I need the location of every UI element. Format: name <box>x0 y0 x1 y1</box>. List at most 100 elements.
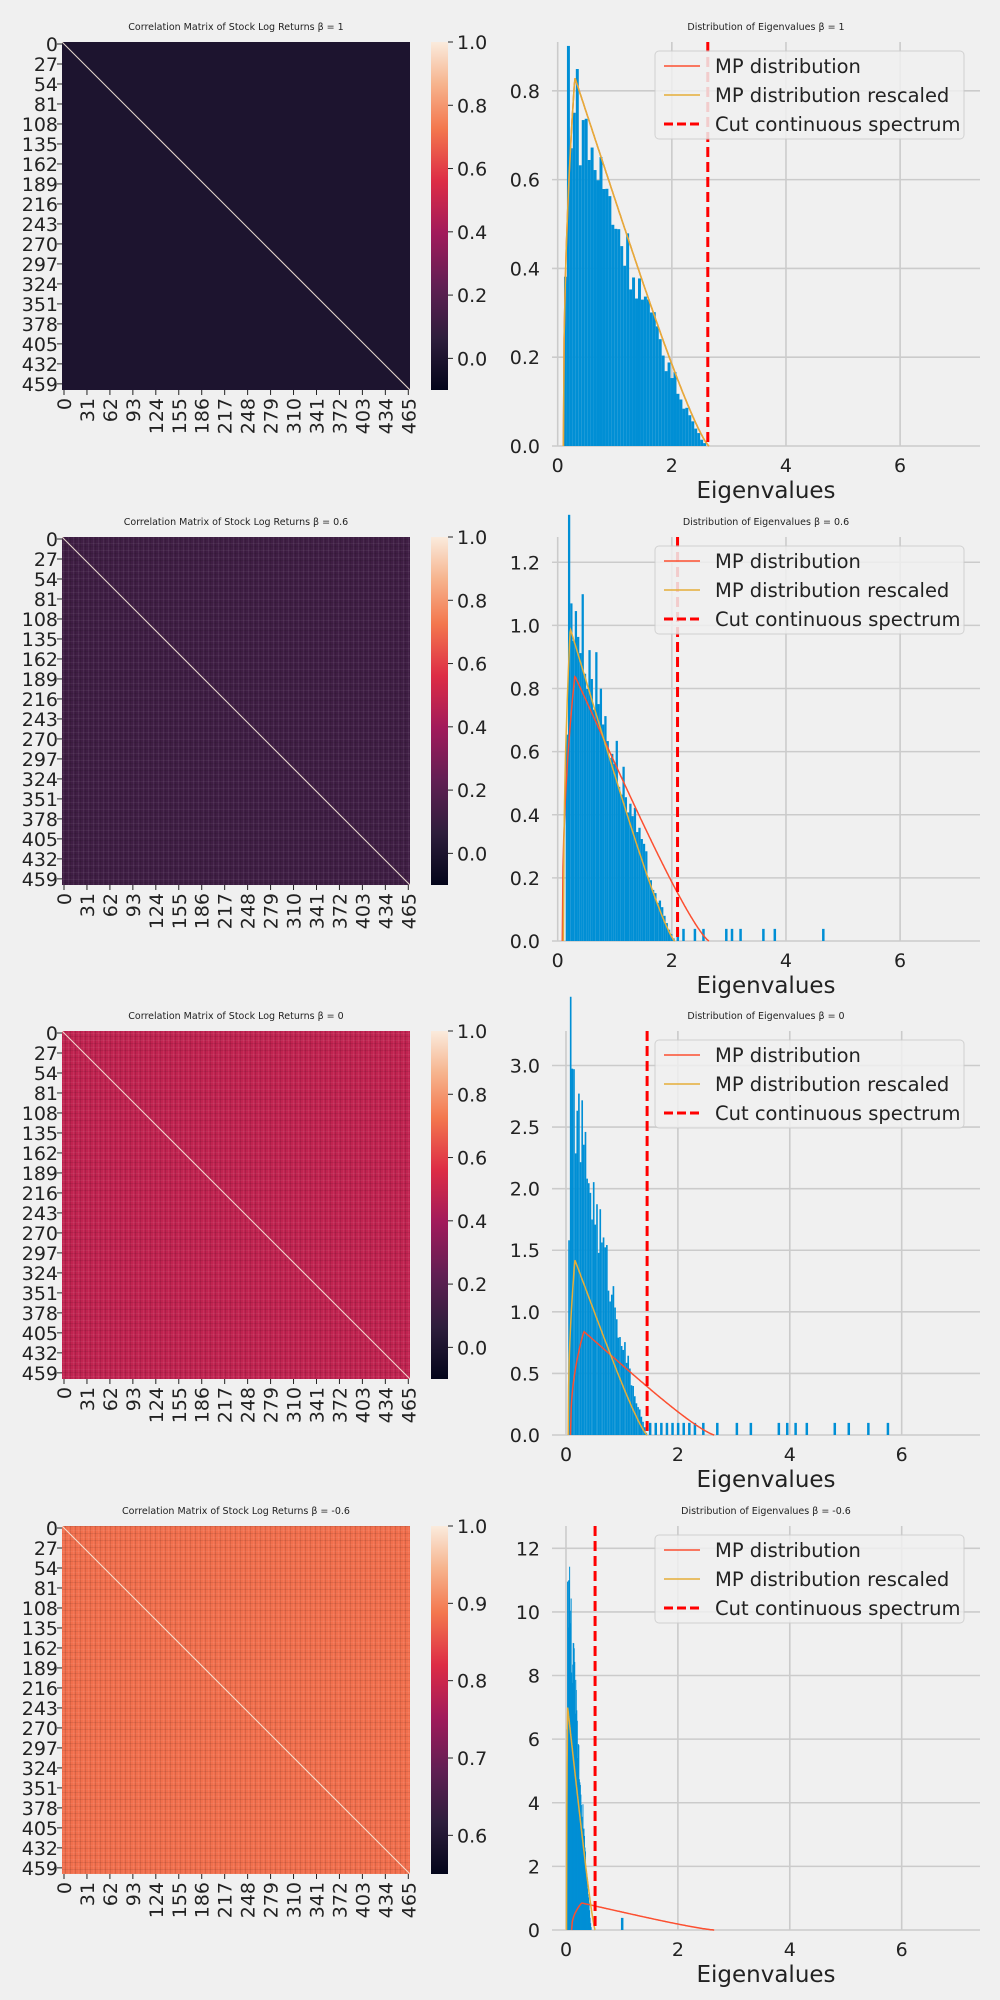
ytick-label: 12 <box>516 1538 540 1560</box>
hist-bar <box>682 408 686 446</box>
heatmap-xtick-label: 279 <box>261 893 283 929</box>
hist-bar <box>577 636 580 941</box>
histogram-title: Distribution of Eigenvalues β = -0.6 <box>681 1506 851 1517</box>
heatmap-ytick-label: 162 <box>22 154 58 176</box>
hist-bar <box>602 724 605 941</box>
hist-bar <box>579 1784 581 1930</box>
hist-bar <box>658 339 662 446</box>
heatmap-xtick-label: 465 <box>398 398 420 434</box>
hist-bar <box>608 196 612 446</box>
hist-bar <box>571 1672 573 1930</box>
heatmap-ytick-label: 0 <box>46 529 58 551</box>
ytick-label: 2.0 <box>510 1179 540 1201</box>
colorbar-tick-label: 0.6 <box>457 159 487 181</box>
heatmap-xtick-label: 341 <box>306 1882 328 1918</box>
heatmap-ytick-label: 216 <box>22 1183 58 1205</box>
hist-bar <box>601 1242 603 1435</box>
hist-bar <box>633 807 637 941</box>
heatmap-xtick-label: 434 <box>375 893 397 929</box>
colorbar-tick-label: 0.6 <box>457 1148 487 1170</box>
hist-bar <box>609 1301 611 1435</box>
hist-outlier-bar <box>762 928 765 941</box>
heatmap-xtick-label: 341 <box>306 398 328 434</box>
ytick-label: 1.0 <box>510 1302 540 1324</box>
legend-label-mp: MP distribution <box>715 55 861 78</box>
hist-bar <box>578 1745 580 1930</box>
ytick-label: 2 <box>528 1856 540 1878</box>
hist-bar <box>572 1664 574 1930</box>
hist-bar <box>581 1816 583 1930</box>
hist-outlier-bar <box>682 928 685 941</box>
heatmap-ytick-label: 0 <box>46 1023 58 1045</box>
hist-bar <box>599 1209 602 1435</box>
hist-bar <box>578 1093 580 1435</box>
colorbar-tick-label: 0.6 <box>457 654 487 676</box>
hist-bar <box>578 165 582 446</box>
xtick-label: 4 <box>780 455 792 477</box>
hist-outlier-bar <box>847 1422 851 1435</box>
heatmap-ytick-label: 378 <box>22 1798 58 1820</box>
heatmap-ytick-label: 432 <box>22 354 58 376</box>
ytick-label: 0.6 <box>510 742 540 764</box>
heatmap-ytick-label: 459 <box>22 869 58 891</box>
heatmap-xtick-label: 434 <box>375 398 397 434</box>
hist-outlier-bar <box>688 1422 691 1435</box>
hist-bar <box>571 1682 573 1930</box>
mp-rescaled-curve <box>565 1707 596 1931</box>
hist-bar <box>595 652 598 941</box>
heatmap-ytick-label: 108 <box>22 1598 58 1620</box>
heatmap-ytick-label: 270 <box>22 1223 58 1245</box>
hist-bar <box>585 1873 587 1930</box>
heatmap-ytick-label: 81 <box>34 1578 58 1600</box>
hist-bar <box>643 296 647 446</box>
hist-bar <box>589 1910 591 1930</box>
heatmap-title: Correlation Matrix of Stock Log Returns … <box>124 517 348 528</box>
heatmap-ytick-label: 216 <box>22 1678 58 1700</box>
heatmap-diagonal <box>61 536 411 886</box>
ytick-label: 1.0 <box>510 615 540 637</box>
hist-bar <box>581 120 585 446</box>
hist-bar <box>688 415 692 446</box>
heatmap-ytick-label: 189 <box>22 1658 58 1680</box>
hist-bar <box>576 1720 578 1930</box>
hist-bar <box>584 1131 587 1435</box>
heatmap-xtick-label: 310 <box>284 1387 306 1423</box>
heatmap-ytick-label: 27 <box>34 54 58 76</box>
hist-bar <box>578 1779 580 1930</box>
ytick-label: 6 <box>528 1729 540 1751</box>
heatmap-ytick-label: 216 <box>22 689 58 711</box>
hist-bar <box>636 832 639 941</box>
heatmap-xtick-label: 279 <box>261 398 283 434</box>
colorbar-tick-label: 1.0 <box>457 527 487 549</box>
heatmap-title: Correlation Matrix of Stock Log Returns … <box>128 1011 343 1022</box>
hist-bar <box>649 880 652 941</box>
heatmap-ytick-label: 405 <box>22 829 58 851</box>
heatmap-xtick-label: 372 <box>329 893 351 929</box>
ytick-label: 2.5 <box>510 1117 540 1139</box>
hist-outlier-bar <box>833 1422 837 1435</box>
hist-bar <box>594 1224 597 1435</box>
hist-bar <box>581 1827 583 1930</box>
hist-bar <box>586 1178 588 1435</box>
ytick-label: 0.2 <box>510 347 540 369</box>
hist-bar <box>625 1362 628 1435</box>
hist-bar <box>615 1319 618 1435</box>
hist-bar <box>570 1623 572 1930</box>
hist-bar <box>638 827 641 941</box>
heatmap-panel-4: Correlation Matrix of Stock Log Returns … <box>22 1506 487 1918</box>
heatmap-xtick-label: 62 <box>100 1882 122 1906</box>
histogram-panel-4: Distribution of Eigenvalues β = -0.6 0 2 4 6… <box>516 1506 980 1988</box>
hist-bar <box>590 1923 592 1930</box>
heatmap-ytick-label: 405 <box>22 1323 58 1345</box>
hist-bar <box>583 1828 585 1930</box>
heatmap-xtick-label: 372 <box>329 398 351 434</box>
hist-outlier-bar <box>785 1422 789 1435</box>
heatmap-ytick-label: 135 <box>22 629 58 651</box>
heatmap-ytick-label: 270 <box>22 729 58 751</box>
hist-bar <box>581 594 584 941</box>
ytick-label: 0.2 <box>510 868 540 890</box>
heatmap-xtick-label: 62 <box>100 893 122 917</box>
xtick-label: 4 <box>784 1939 796 1961</box>
xtick-label: 2 <box>672 1939 684 1961</box>
hist-bar <box>654 893 657 941</box>
